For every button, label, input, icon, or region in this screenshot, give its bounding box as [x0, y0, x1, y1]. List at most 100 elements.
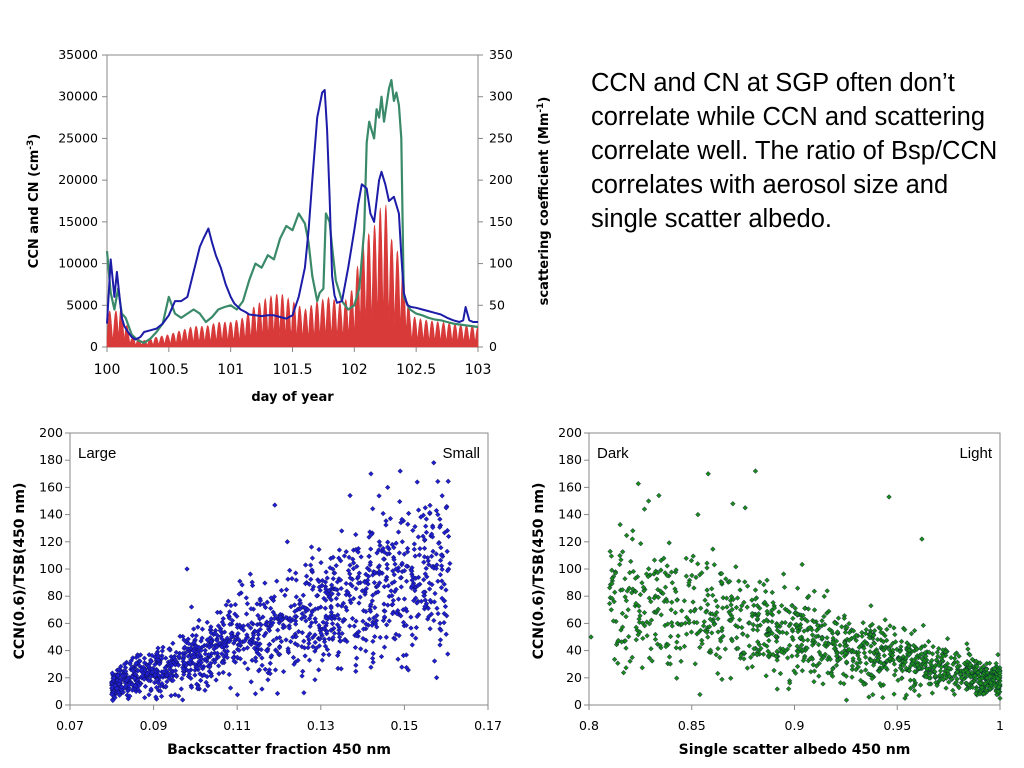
scatter-point [262, 621, 269, 628]
scatter-point [426, 580, 433, 586]
scatter-point [141, 660, 148, 666]
scatter-point [153, 684, 160, 691]
scatter-point [283, 637, 289, 643]
scatter-point [270, 620, 276, 626]
scatter-point [349, 615, 356, 622]
scatter-point [623, 645, 629, 651]
scatter-point [306, 640, 312, 647]
scatter-point [323, 597, 329, 603]
scatter-point [422, 603, 428, 610]
scatter-point [293, 577, 299, 583]
scatter-point [148, 674, 154, 680]
scatter-point [633, 624, 639, 631]
scatter-point [368, 546, 374, 552]
scatter-point [443, 587, 449, 593]
scatter-point [332, 570, 338, 576]
scatter-point [248, 620, 255, 626]
scatter-point [226, 671, 232, 678]
scatter-point [401, 568, 408, 574]
scatter-point [754, 602, 761, 609]
scatter-point [439, 566, 445, 573]
scatter-point [221, 642, 228, 648]
scatter-point [906, 647, 912, 654]
scatter-point [774, 686, 780, 692]
scatter-point [620, 669, 627, 676]
scatter-point [968, 669, 975, 676]
scatter-point [715, 670, 721, 677]
scatter-point [635, 480, 641, 487]
scatter-point [267, 670, 273, 677]
y-tick-label: 35000 [58, 47, 98, 62]
scatter-point [363, 608, 369, 615]
scatter-point [336, 616, 342, 622]
scatter-point [363, 648, 369, 654]
scatter-point [411, 546, 417, 553]
scatter-point [588, 634, 594, 640]
scatter-point [280, 668, 287, 675]
scatter-point [324, 575, 330, 581]
scatter-point [925, 638, 932, 645]
scatter-point [188, 604, 195, 610]
scatter-point [341, 616, 347, 623]
scatter-point [744, 633, 751, 639]
scatter-point [401, 551, 408, 557]
scatter-point [850, 628, 857, 634]
scatter-point [746, 643, 752, 649]
scatter-point [302, 580, 309, 587]
scatter-point [694, 619, 700, 626]
scatter-point [890, 652, 896, 659]
scatter-point [629, 654, 635, 661]
scatter-point [704, 587, 710, 593]
scatter-point [617, 521, 623, 528]
scatter-point [431, 599, 438, 605]
scatter-point [815, 641, 822, 648]
scatter-point [346, 554, 352, 560]
scatter-point [349, 583, 355, 589]
scatter-point [420, 533, 426, 539]
scatter-point [807, 656, 813, 662]
scatter-point [355, 573, 362, 580]
scatter-point [328, 597, 334, 603]
cn-series [106, 89, 478, 341]
scatter-point [713, 598, 719, 604]
scatter-point [366, 534, 372, 540]
scatter-point [401, 596, 408, 602]
scatter-point [366, 616, 373, 622]
scatter-point [632, 588, 639, 595]
scatter-point [290, 634, 296, 640]
scatter-point [639, 665, 645, 671]
scatter-point [415, 582, 421, 589]
scatter-point [778, 649, 785, 655]
scatter-point [665, 621, 671, 627]
scatter-point [355, 549, 361, 555]
scatter-point [264, 599, 270, 605]
scatter-point [217, 627, 223, 634]
scatter-point [987, 673, 993, 680]
scatter-point [127, 693, 133, 699]
y2-tick-label: 50 [489, 297, 505, 312]
scatter-point [669, 619, 675, 626]
scatter-point [645, 498, 652, 504]
scatter-point [861, 645, 867, 651]
scatter-point [151, 679, 158, 686]
scatter-point [854, 660, 860, 667]
scatter-point [393, 566, 399, 572]
scatter-point [308, 544, 315, 550]
scatter-point [707, 647, 714, 653]
scatter-point [868, 657, 875, 663]
scatter-point [688, 629, 695, 635]
scatter-point [193, 632, 199, 639]
scatter-point [388, 588, 394, 594]
scatter-point [168, 673, 174, 679]
scatter-point [409, 642, 415, 648]
scatter-point [155, 657, 161, 663]
scatter-point [935, 653, 941, 660]
y-axis-label: CCN(0.6)/TSB(450 nm) [531, 483, 547, 660]
y2-tick-label: 200 [489, 172, 513, 187]
scatter-point [353, 585, 359, 592]
scatter-point [827, 656, 834, 662]
scatter-point [299, 629, 306, 636]
scatter-point [774, 648, 780, 655]
scatter-point [307, 562, 314, 568]
scatter-point [297, 600, 304, 606]
